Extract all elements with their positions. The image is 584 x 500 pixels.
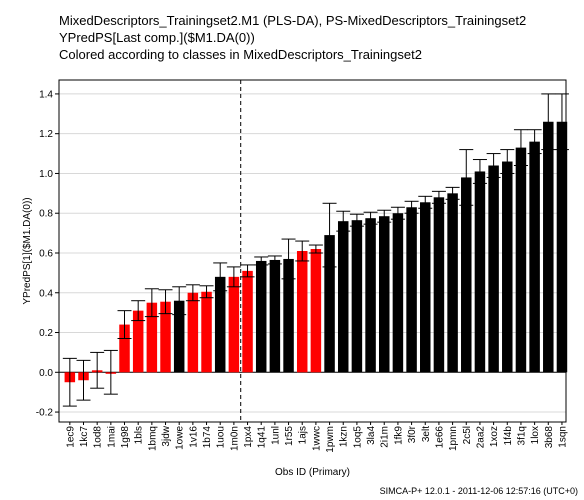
x-tick-label-3f0r: 3f0r — [407, 425, 418, 443]
bar-1fk9 — [392, 213, 404, 373]
bar-1oq5 — [351, 220, 363, 373]
x-tick-label-1pmn: 1pmn — [448, 426, 459, 451]
x-tick-label-1e66: 1e66 — [434, 426, 445, 449]
x-tick-label-3jdw: 3jdw — [161, 425, 172, 446]
bar-1pmn — [447, 193, 458, 373]
bar-3f1q — [515, 147, 527, 373]
bar-1kzn — [337, 221, 349, 373]
y-tick-label: 0.0 — [39, 368, 53, 379]
bar-1unl — [269, 259, 281, 373]
bar-1ajs — [296, 251, 308, 373]
x-tick-label-1bls: 1bls — [134, 426, 145, 444]
x-tick-label-1g98: 1g98 — [120, 426, 131, 449]
x-tick-label-1pwm: 1pwm — [325, 426, 336, 453]
x-tick-label-1mai: 1mai — [106, 426, 117, 448]
x-tick-label-3f1q: 3f1q — [516, 426, 527, 445]
x-tick-label-1f4b: 1f4b — [503, 426, 514, 446]
chart-title-line-1: MixedDescriptors_Trainingset2.M1 (PLS-DA… — [59, 13, 527, 28]
x-tick-label-1ec9: 1ec9 — [65, 426, 76, 448]
y-tick-label: 1.0 — [39, 169, 53, 180]
x-tick-label-1bmq: 1bmq — [147, 426, 158, 451]
bar-1g98 — [119, 324, 130, 373]
y-tick-label: 0.8 — [39, 209, 53, 220]
bar-1m0n — [228, 276, 240, 373]
bar-1px4 — [242, 270, 253, 373]
bar-3jdw — [160, 301, 171, 373]
x-tick-label-3la4: 3la4 — [366, 426, 377, 445]
y-tick-label: 0.6 — [39, 248, 53, 259]
x-tick-label-1fk9: 1fk9 — [393, 426, 404, 445]
x-tick-label-1kzn: 1kzn — [339, 426, 350, 447]
y-tick-label: 0.2 — [39, 328, 53, 339]
bar-1q41 — [255, 260, 267, 373]
chart-title-line-2: YPredPS[Last comp.]($M1.DA(0)) — [59, 30, 255, 45]
y-tick-label: 0.4 — [39, 288, 53, 299]
bar-1pwm — [324, 235, 335, 373]
plot-frame — [58, 79, 567, 423]
x-tick-label-1sqn: 1sqn — [557, 426, 568, 448]
x-tick-label-1unl: 1unl — [270, 426, 281, 445]
x-tick-label-1b74: 1b74 — [202, 426, 213, 449]
x-tick-label-1lox: 1lox — [530, 426, 541, 444]
x-tick-label-3b68: 3b68 — [544, 426, 555, 449]
bar-1r55 — [283, 258, 294, 373]
x-tick-label-2aa2: 2aa2 — [475, 426, 486, 449]
bar-1bmq — [146, 302, 158, 373]
x-tick-label-1uou: 1uou — [216, 426, 227, 448]
y-axis-title: YPredPS[1]($M1.DA(0)) — [22, 197, 33, 304]
software-footer: SIMCA-P+ 12.0.1 - 2011-12-06 12:57:16 (U… — [379, 486, 578, 496]
x-tick-label-1v16: 1v16 — [188, 426, 199, 448]
bar-1uou — [214, 276, 226, 373]
x-tick-label-2i1m: 2i1m — [380, 426, 391, 448]
x-tick-label-1px4: 1px4 — [243, 426, 254, 448]
x-tick-label-1q41: 1q41 — [257, 426, 268, 449]
x-tick-label-1wwc: 1wwc — [311, 426, 322, 451]
x-axis-title: Obs ID (Primary) — [275, 467, 350, 478]
x-tick-label-1m0n: 1m0n — [229, 426, 240, 451]
bar-1sqn — [556, 121, 568, 373]
bar-1lox — [529, 141, 540, 373]
bar-2c5l — [461, 177, 472, 373]
bar-1wwc — [310, 249, 322, 373]
bar-1v16 — [187, 292, 199, 373]
x-tick-label-3elt: 3elt — [421, 426, 432, 442]
chart-title-line-3: Colored according to classes in MixedDes… — [59, 47, 422, 62]
x-tick-label-1ajs: 1ajs — [298, 426, 309, 444]
x-tick-label-1xoz: 1xoz — [489, 426, 500, 447]
bar-2aa2 — [474, 171, 486, 373]
y-tick-label: -0.2 — [36, 408, 54, 419]
bar-3elt — [420, 202, 431, 373]
x-tick-label-1r55: 1r55 — [284, 426, 295, 446]
y-tick-label: 1.2 — [39, 129, 53, 140]
bar-1e66 — [433, 197, 445, 373]
bar-3b68 — [543, 121, 554, 373]
x-tick-label-1oq5: 1oq5 — [352, 426, 363, 449]
bar-1f4b — [502, 161, 513, 373]
x-tick-label-1od8: 1od8 — [93, 426, 104, 449]
bar-3f0r — [406, 207, 417, 373]
bar-3la4 — [365, 218, 376, 373]
bar-1bls — [132, 310, 144, 373]
x-tick-label-1kc7: 1kc7 — [79, 426, 90, 448]
bar-1b74 — [201, 291, 212, 373]
x-tick-label-2c5l: 2c5l — [462, 426, 473, 444]
bar-1owe — [173, 300, 185, 373]
bar-2i1m — [378, 216, 390, 373]
x-tick-label-1owe: 1owe — [175, 426, 186, 450]
bar-1xoz — [488, 165, 499, 373]
y-tick-label: 1.4 — [39, 89, 53, 100]
